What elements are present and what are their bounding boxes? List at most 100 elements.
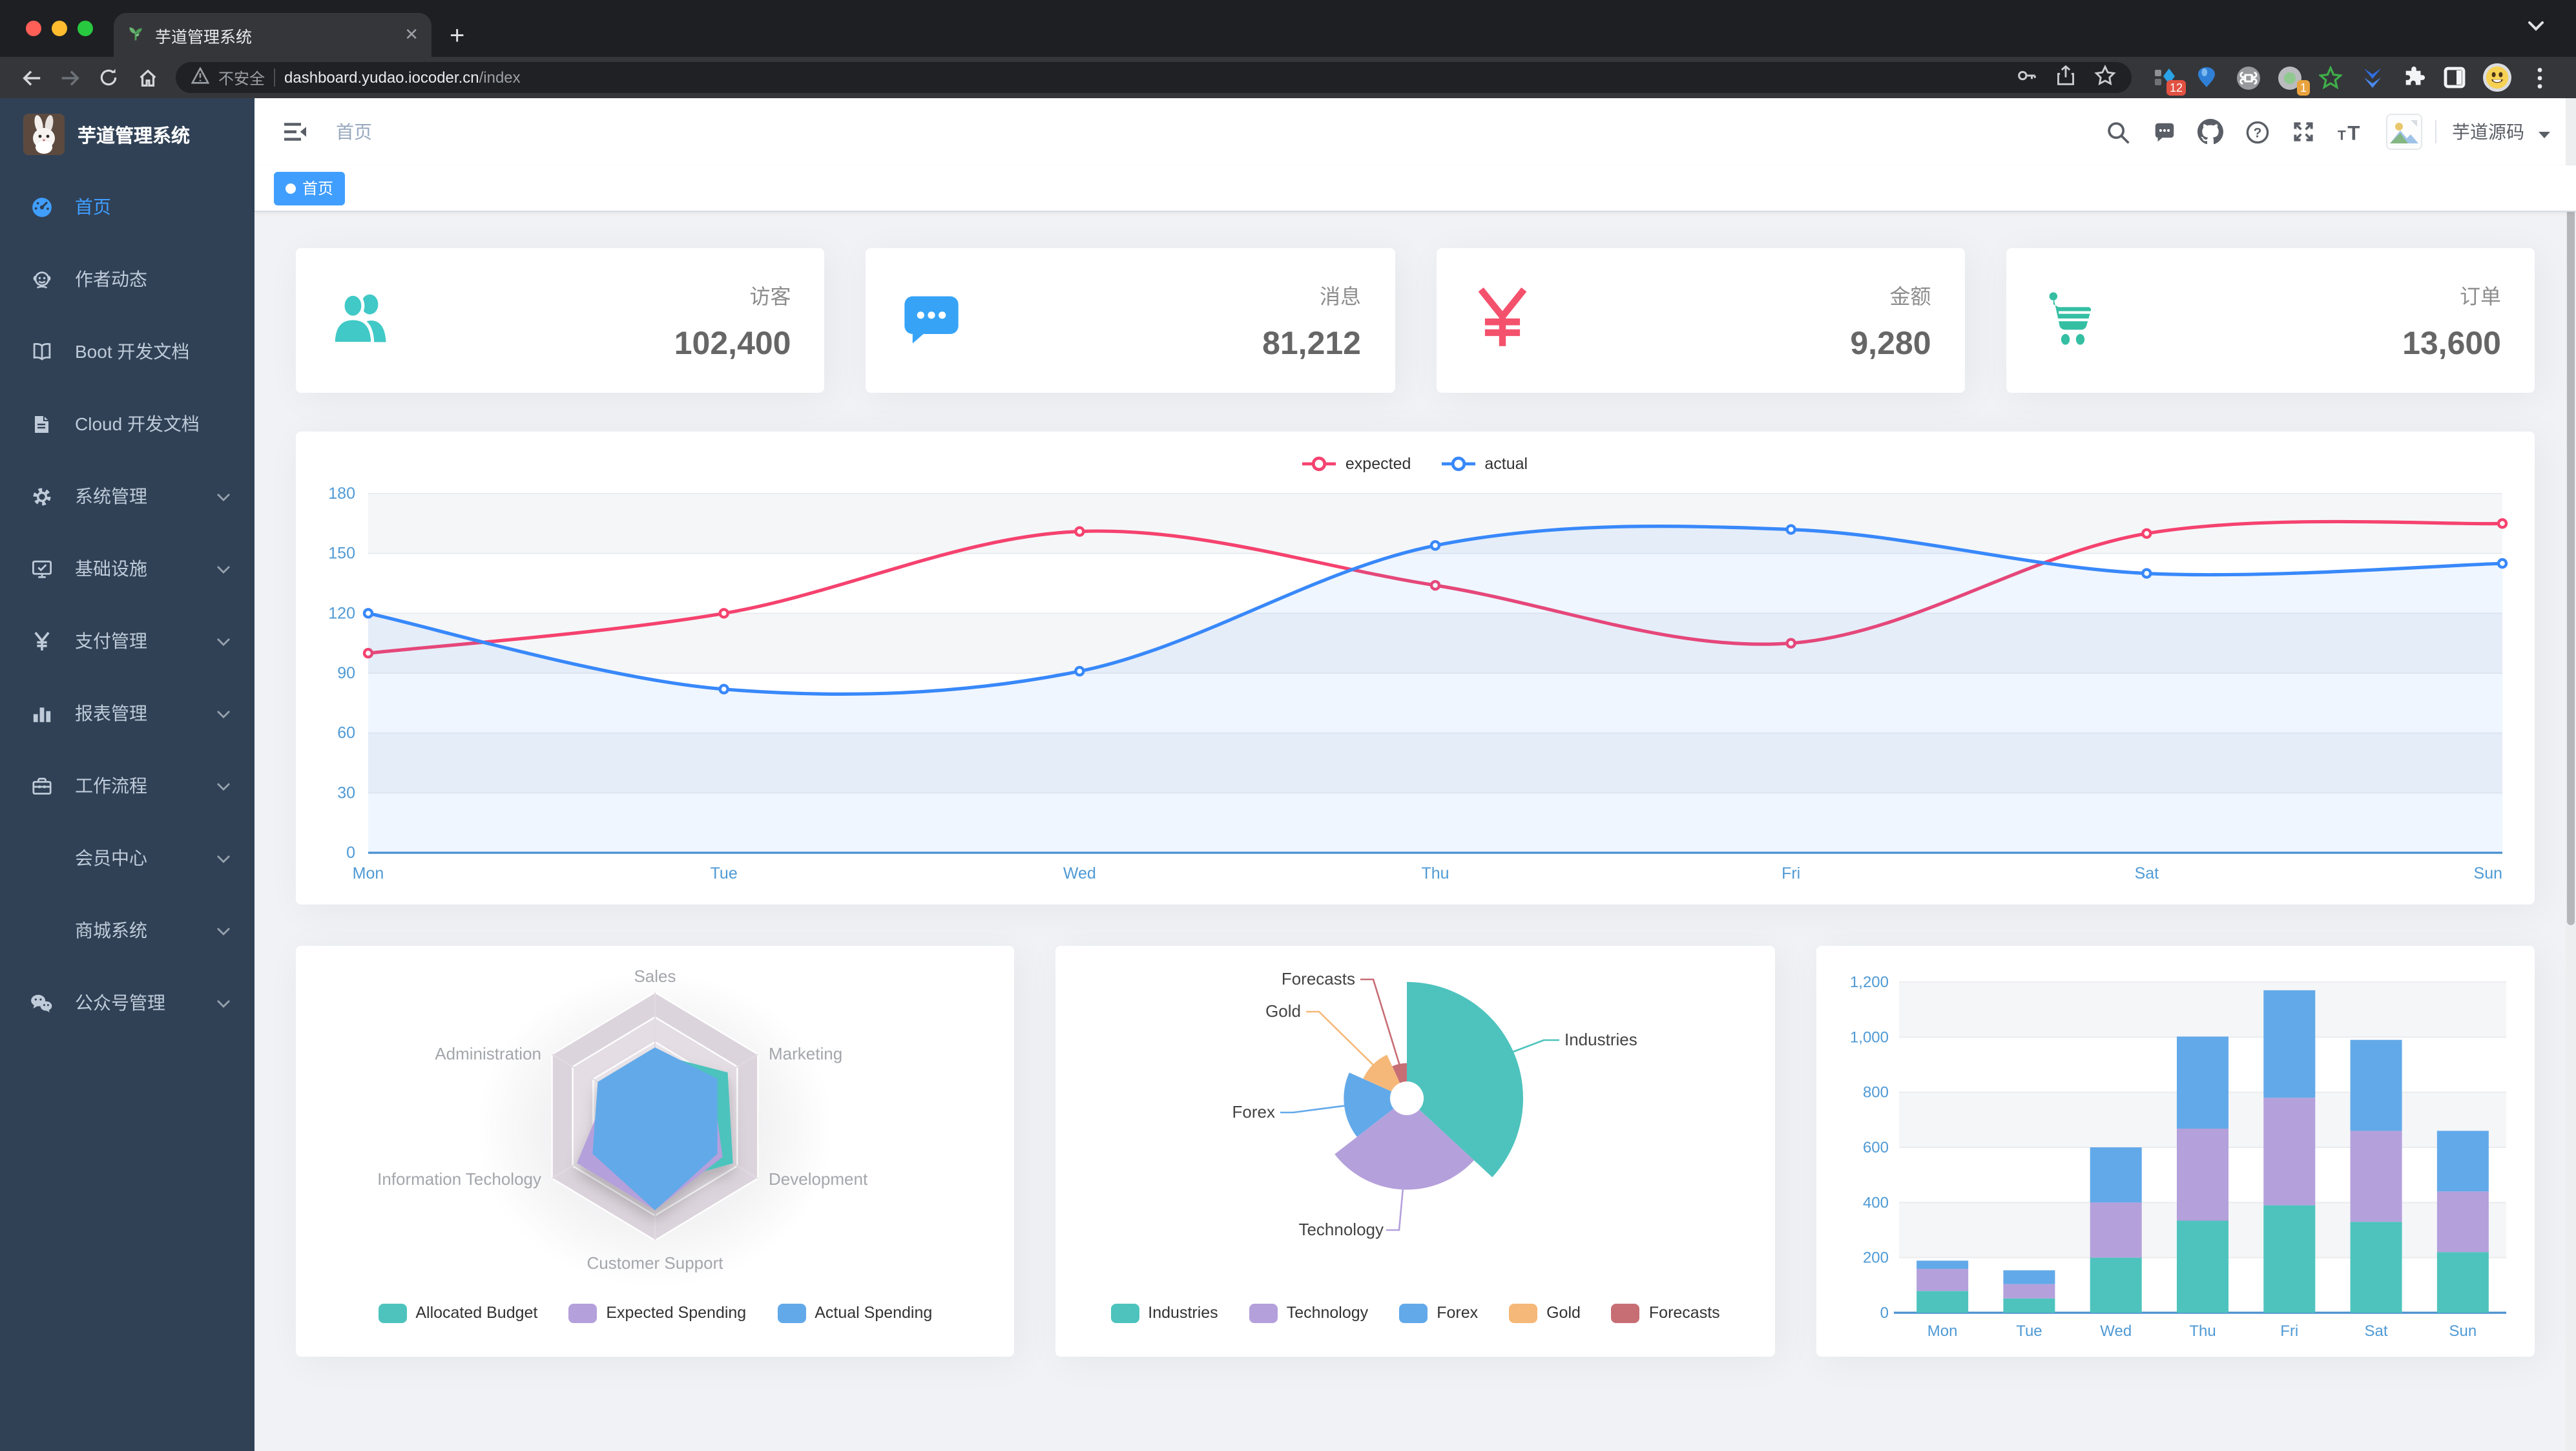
new-tab-button[interactable]: + xyxy=(450,22,465,50)
legend-item[interactable]: Forecasts xyxy=(1611,1303,1720,1322)
legend-chip xyxy=(568,1303,597,1322)
fullscreen-icon[interactable] xyxy=(2283,111,2324,152)
sidebar-item-label: 作者动态 xyxy=(75,269,147,289)
extension-balloon-icon[interactable] xyxy=(2194,65,2219,90)
sidebar-item-8[interactable]: 工作流程 xyxy=(0,749,254,822)
extension-command-icon[interactable] xyxy=(2235,65,2261,90)
stat-card-2[interactable]: 金额 9,280 xyxy=(1436,248,1965,393)
security-label[interactable]: 不安全 xyxy=(218,69,265,87)
extension-chevrons-icon[interactable] xyxy=(2359,65,2385,90)
svg-text:Marketing: Marketing xyxy=(769,1044,842,1063)
search-icon[interactable] xyxy=(2097,111,2138,152)
sidebar-item-0[interactable]: 首页 xyxy=(0,171,254,243)
sidebar-item-label: Boot 开发文档 xyxy=(75,341,190,362)
sidebar-item-label: 支付管理 xyxy=(75,631,147,651)
bookmark-star-icon[interactable] xyxy=(2094,65,2116,90)
extension-grid-diamond-icon[interactable]: 12 xyxy=(2152,65,2186,96)
legend-item[interactable]: expected xyxy=(1302,455,1411,473)
breadcrumb[interactable]: 首页 xyxy=(336,121,372,142)
address-bar[interactable]: 不安全 dashboard.yudao.iocoder.cn/index xyxy=(176,62,2132,93)
side-panel-icon[interactable] xyxy=(2442,65,2467,90)
browser-menu-icon[interactable] xyxy=(2527,65,2553,90)
legend-label: Forecasts xyxy=(1648,1304,1720,1322)
legend-item[interactable]: actual xyxy=(1442,455,1528,473)
close-window-button[interactable] xyxy=(26,21,41,36)
zoom-window-button[interactable] xyxy=(78,21,93,36)
stat-card-0[interactable]: 访客 102,400 xyxy=(296,248,825,393)
password-key-icon[interactable] xyxy=(2015,65,2037,90)
home-icon[interactable] xyxy=(129,61,165,94)
sidebar-item-6[interactable]: 支付管理 xyxy=(0,605,254,677)
line-chart[interactable]: 0 30 60 90 120 150 180 Mon Tue Wed Thu Fri Sat Sun xyxy=(317,481,2514,890)
url-text[interactable]: dashboard.yudao.iocoder.cn/index xyxy=(284,68,521,87)
legend-chip xyxy=(777,1303,806,1322)
sidebar-item-3[interactable]: Cloud 开发文档 xyxy=(0,388,254,460)
pie-chart[interactable]: Industries Technology Forex Gold Forecasts xyxy=(1077,966,1754,1296)
sidebar-item-10[interactable]: 商城系统 xyxy=(0,894,254,966)
pie-chart-panel: Industries Technology Forex Gold Forecasts I… xyxy=(1055,946,1775,1357)
user-avatar-placeholder[interactable] xyxy=(2386,114,2422,150)
svg-text:400: 400 xyxy=(1862,1194,1888,1211)
legend-label: actual xyxy=(1484,455,1528,473)
yen-icon xyxy=(26,630,57,652)
back-icon[interactable] xyxy=(13,61,49,94)
github-icon[interactable] xyxy=(2190,111,2231,152)
tab-close-icon[interactable]: ✕ xyxy=(404,25,419,44)
toolbox-icon xyxy=(26,775,57,797)
extensions-area: 12 1 xyxy=(2142,63,2563,96)
legend-item[interactable]: Technology xyxy=(1249,1303,1368,1322)
tab-search-chevron-icon[interactable] xyxy=(2527,16,2545,39)
extension-star-icon[interactable] xyxy=(2318,65,2343,90)
scrollbar-thumb[interactable] xyxy=(2567,176,2575,925)
money-icon xyxy=(1470,285,1534,356)
legend-item[interactable]: Industries xyxy=(1110,1303,1218,1322)
radar-chart[interactable]: Sales Administration Information Techology… xyxy=(317,966,994,1296)
extension-camera-icon[interactable]: 1 xyxy=(2276,65,2310,96)
browser-tab[interactable]: 芋道管理系统 ✕ xyxy=(114,13,431,57)
line-chart-legend: expected actual xyxy=(317,447,2514,481)
minimize-window-button[interactable] xyxy=(52,21,67,36)
profile-avatar[interactable] xyxy=(2483,63,2511,92)
svg-text:T: T xyxy=(2347,121,2360,143)
legend-item[interactable]: Actual Spending xyxy=(777,1303,932,1322)
legend-item[interactable]: Gold xyxy=(1509,1303,1581,1322)
legend-item[interactable]: Allocated Budget xyxy=(378,1303,537,1322)
legend-line-marker xyxy=(1302,456,1336,472)
stat-card-1[interactable]: 消息 81,212 xyxy=(866,248,1395,393)
forward-icon[interactable] xyxy=(52,61,88,94)
legend-item[interactable]: Expected Spending xyxy=(568,1303,746,1322)
sidebar-item-11[interactable]: 公众号管理 xyxy=(0,966,254,1039)
sidebar-item-label: Cloud 开发文档 xyxy=(75,413,200,434)
people-icon xyxy=(329,285,394,356)
stat-card-3[interactable]: 订单 13,600 xyxy=(2006,248,2535,393)
sidebar-item-9[interactable]: 会员中心 xyxy=(0,822,254,894)
bar-chart[interactable]: 0 200 400 600 800 1,000 1,200 Mon Tue Wed Thu Fri Sa… xyxy=(1836,966,2514,1342)
question-icon[interactable]: ? xyxy=(2236,111,2278,152)
username[interactable]: 芋道源码 xyxy=(2452,121,2524,142)
sidebar-item-2[interactable]: Boot 开发文档 xyxy=(0,315,254,388)
legend-item[interactable]: Forex xyxy=(1399,1303,1478,1322)
chevron-down-icon xyxy=(216,703,231,724)
chevron-down-icon xyxy=(216,920,231,941)
sidebar-item-1[interactable]: 作者动态 xyxy=(0,243,254,315)
tag-home[interactable]: 首页 xyxy=(274,171,346,205)
user-menu-caret-icon[interactable] xyxy=(2537,123,2551,146)
sidebar-logo[interactable]: 芋道管理系统 xyxy=(0,98,254,171)
sidebar-item-4[interactable]: 系统管理 xyxy=(0,460,254,532)
chevron-down-icon xyxy=(216,992,231,1013)
page-scrollbar[interactable] xyxy=(2566,98,2576,1451)
svg-text:Administration: Administration xyxy=(435,1044,541,1063)
puzzle-extensions-icon[interactable] xyxy=(2400,65,2426,90)
hamburger-icon[interactable] xyxy=(274,111,315,152)
sidebar-item-7[interactable]: 报表管理 xyxy=(0,677,254,749)
stat-title: 消息 xyxy=(1319,286,1361,308)
message-icon[interactable] xyxy=(2143,111,2185,152)
sidebar-item-5[interactable]: 基础设施 xyxy=(0,532,254,605)
share-icon[interactable] xyxy=(2055,65,2076,90)
sidebar-item-label: 基础设施 xyxy=(75,558,147,579)
traffic-lights xyxy=(26,21,93,36)
reload-icon[interactable] xyxy=(90,61,127,94)
warning-triangle-icon xyxy=(191,66,210,88)
